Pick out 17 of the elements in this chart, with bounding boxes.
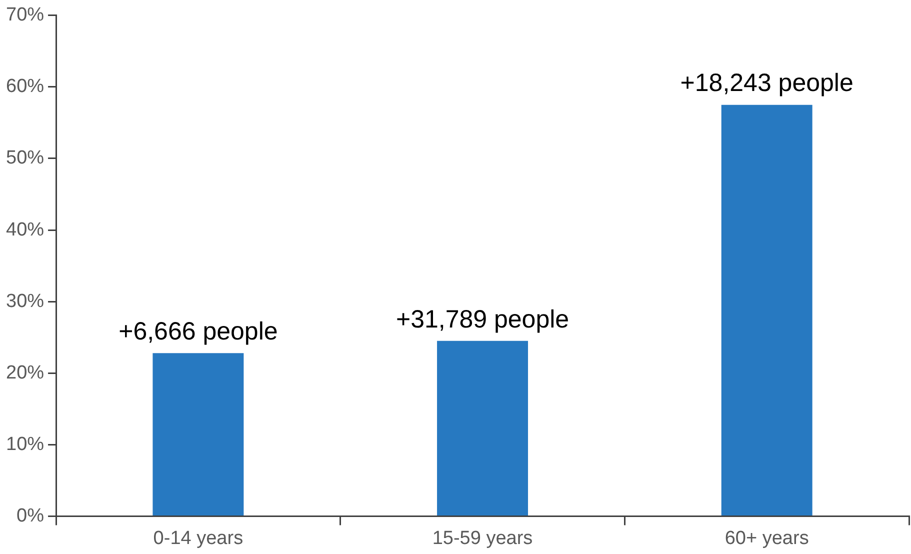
annotation: +6,666 people [118, 317, 278, 346]
y-tick-label: 0% [16, 505, 44, 526]
bar [721, 104, 812, 516]
bar [152, 353, 244, 516]
x-tick-label: 0-14 years [153, 528, 244, 549]
y-tick-label: 50% [6, 148, 44, 169]
annotation: +18,243 people [680, 69, 854, 98]
y-tick-label: 70% [6, 4, 44, 26]
y-tick-label: 30% [6, 290, 44, 312]
y-tick-label: 40% [6, 219, 44, 240]
x-tick-label: 15-59 years [432, 528, 533, 549]
y-tick-label: 20% [6, 362, 44, 384]
y-tick-label: 60% [6, 76, 44, 98]
y-tick-label: 10% [6, 434, 44, 455]
annotation: +31,789 people [396, 305, 570, 334]
bar [437, 340, 528, 516]
x-tick-label: 60+ years [724, 528, 809, 549]
